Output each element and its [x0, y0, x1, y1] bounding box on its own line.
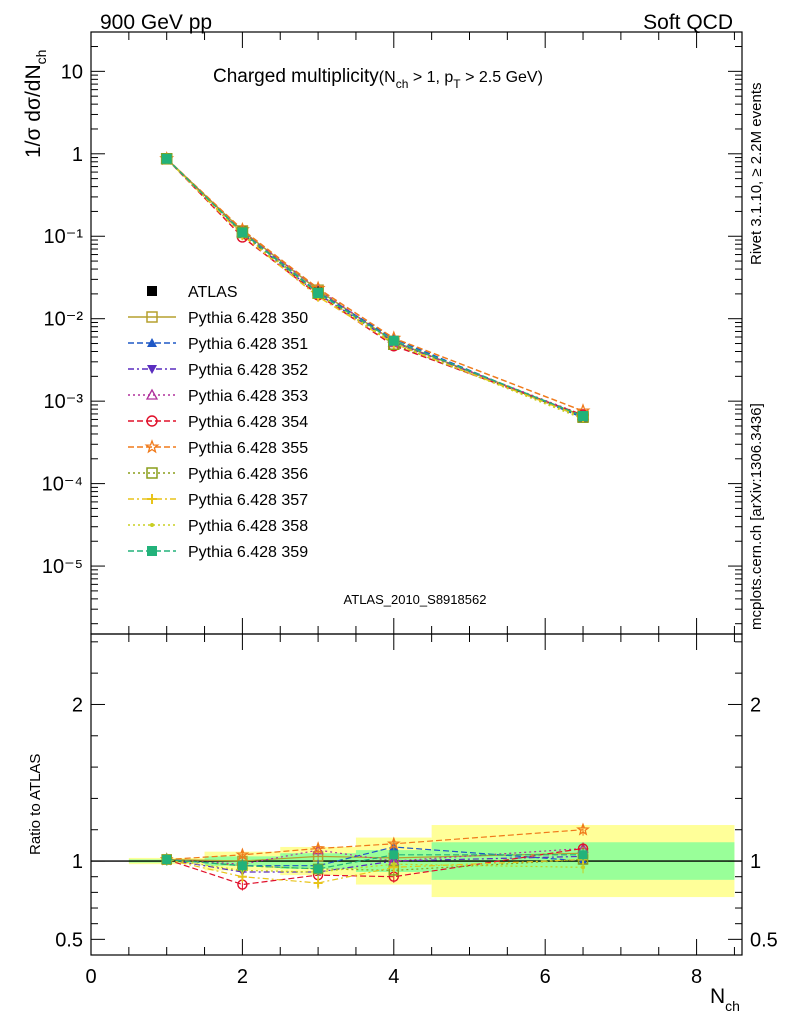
chart-title-sub-prefix: (N — [379, 69, 396, 86]
ratio-series-marker — [581, 865, 586, 870]
ratio-series-marker — [389, 850, 399, 860]
ratio-y-tick-label: 0.5 — [55, 929, 83, 951]
y-tick-label: 10⁻² — [44, 309, 84, 331]
x-tick-label: 8 — [691, 966, 702, 988]
legend-entry: Pythia 6.428 353 — [128, 388, 308, 405]
legend-entry: Pythia 6.428 355 — [128, 439, 308, 457]
y-tick-label: 1 — [72, 144, 83, 166]
legend-marker — [145, 388, 159, 400]
main-panel: 10 1 10⁻¹ 10⁻² 10⁻³ 10⁻⁴ 10⁻⁵ — [42, 31, 743, 635]
legend-marker — [147, 494, 157, 504]
main-series-line — [166, 158, 584, 420]
legend-marker — [150, 523, 154, 527]
ratio-y-tick-label: 1 — [72, 851, 83, 873]
ratio-series-line — [166, 855, 584, 873]
ylabel-ratio: Ratio to ATLAS — [27, 754, 44, 855]
legend-label: Pythia 6.428 352 — [188, 362, 308, 379]
legend-marker — [146, 415, 158, 427]
rivet-label: Rivet 3.1.10, ≥ 2.2M events — [748, 83, 765, 266]
main-series-marker — [313, 287, 324, 298]
ratio-series-marker — [235, 847, 250, 861]
ratio-series-marker — [311, 841, 325, 855]
legend-label: Pythia 6.428 354 — [188, 414, 308, 431]
legend-label: Pythia 6.428 358 — [188, 518, 308, 535]
ratio-panel: 0.5 0.5 1 1 2 2 0 2 4 6 8 — [55, 633, 778, 988]
x-tick-label: 4 — [388, 966, 399, 988]
chart-title-sub-ch: ch — [396, 77, 409, 91]
legend-entry: Pythia 6.428 356 — [128, 466, 308, 483]
ratio-series-marker — [162, 854, 172, 864]
legend-label: Pythia 6.428 351 — [188, 336, 308, 353]
ylabel-main-text: 1/σ dσ/dN — [22, 64, 45, 158]
ratio-y-tick-label-right: 1 — [750, 851, 761, 873]
ylabel-main-sub: ch — [33, 50, 49, 65]
header-right: Soft QCD — [643, 11, 733, 34]
legend-marker — [147, 286, 157, 296]
legend-marker — [144, 439, 160, 454]
ratio-series-line — [166, 829, 584, 861]
chart-title-sub-suffix: > 2.5 GeV) — [461, 69, 543, 86]
header-left: 900 GeV pp — [100, 11, 212, 34]
legend-entry: Pythia 6.428 351 — [128, 336, 308, 353]
legend-entry: Pythia 6.428 352 — [128, 362, 308, 379]
legend-entry: Pythia 6.428 350 — [128, 310, 308, 327]
legend-label: Pythia 6.428 355 — [188, 440, 308, 457]
ratio-series-marker — [237, 861, 247, 871]
legend-marker — [147, 365, 157, 374]
ratio-y-tick-label-right: 0.5 — [750, 929, 778, 951]
legend-marker — [146, 311, 158, 323]
mcplots-label: mcplots.cern.ch [arXiv:1306.3436] — [748, 403, 765, 630]
y-tick-label: 10⁻¹ — [44, 226, 84, 248]
main-series-marker — [237, 227, 248, 238]
ratio-y-tick-label-right: 2 — [750, 694, 761, 716]
ratio-series-marker — [386, 836, 401, 850]
legend-marker — [147, 338, 157, 347]
main-series-marker — [578, 411, 589, 422]
ratio-y-tick-label: 2 — [72, 694, 83, 716]
legend-entry: Pythia 6.428 357 — [128, 492, 308, 509]
xlabel: Nch — [710, 985, 740, 1014]
ratio-frame — [90, 633, 743, 956]
y-tick-label: 10 — [61, 61, 83, 83]
analysis-watermark: ATLAS_2010_S8918562 — [344, 592, 487, 607]
y-tick-label: 10⁻⁴ — [42, 474, 83, 496]
legend-marker — [146, 467, 158, 479]
ratio-series-marker — [578, 850, 588, 860]
x-tick-label: 6 — [540, 966, 551, 988]
y-tick-label: 10⁻⁵ — [42, 556, 83, 578]
ratio-series-line — [166, 858, 584, 873]
xlabel-sub: ch — [725, 998, 740, 1014]
legend-label: Pythia 6.428 359 — [188, 544, 308, 561]
legend-label: Pythia 6.428 356 — [188, 466, 308, 483]
xlabel-text: N — [710, 985, 725, 1008]
legend-entry: Pythia 6.428 354 — [128, 414, 308, 431]
chart-title-sub-T: T — [453, 77, 461, 91]
legend-label: ATLAS — [188, 284, 238, 301]
chart-title: Charged multiplicity(Nch > 1, pT > 2.5 G… — [213, 66, 543, 91]
legend-entry: Pythia 6.428 359 — [128, 544, 308, 561]
ratio-series-line — [166, 847, 584, 865]
legend-label: Pythia 6.428 350 — [188, 310, 308, 327]
ratio-series-marker — [576, 822, 590, 836]
x-tick-label: 0 — [85, 966, 96, 988]
ratio-series-line — [166, 854, 583, 870]
ratio-series-marker — [313, 878, 323, 888]
ratio-series-marker — [391, 862, 396, 867]
legend-label: Pythia 6.428 353 — [188, 388, 308, 405]
main-series-marker — [161, 153, 172, 164]
chart-title-sub-mid: > 1, p — [408, 69, 453, 86]
ratio-series-marker — [313, 864, 323, 874]
ylabel-main: 1/σ dσ/dNch — [22, 50, 49, 158]
y-tick-label: 10⁻³ — [44, 391, 84, 413]
main-series-marker — [388, 335, 399, 346]
legend-marker — [147, 546, 157, 556]
x-tick-label: 2 — [237, 966, 248, 988]
legend-entry: Pythia 6.428 358 — [128, 518, 308, 535]
legend-label: Pythia 6.428 357 — [188, 492, 308, 509]
legend: ATLAS Pythia 6.428 350 Pythia 6.428 351 Pyt… — [128, 284, 308, 561]
legend-entry: ATLAS — [147, 284, 238, 301]
chart-title-main: Charged multiplicity — [213, 66, 379, 87]
